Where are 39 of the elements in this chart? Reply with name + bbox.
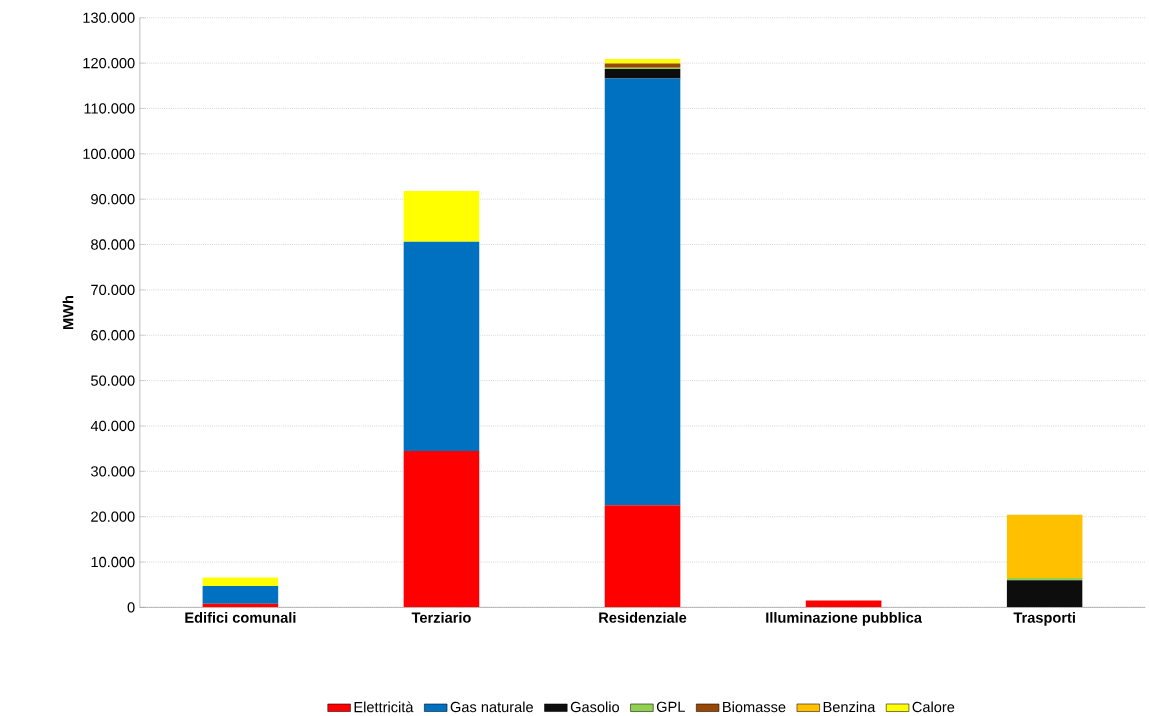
bar [202, 577, 279, 587]
bar [604, 505, 681, 608]
y-tick-label: 80.000 [91, 239, 135, 250]
y-tick-label: 120.000 [83, 58, 135, 69]
x-tick-label: Edifici comunali [185, 612, 296, 623]
bar [202, 586, 279, 604]
bar [1006, 514, 1083, 578]
bar [604, 78, 681, 506]
y-tick-label: 0 [127, 602, 135, 613]
bar [403, 191, 480, 242]
bar [604, 69, 681, 79]
y-tick-label: 20.000 [91, 511, 135, 522]
legend-label: Gas naturale [450, 701, 533, 713]
x-tick-label: Trasporti [1013, 612, 1075, 626]
y-tick-label: 90.000 [91, 194, 135, 205]
bar [604, 63, 681, 68]
y-tick-label: 130.000 [83, 12, 135, 24]
bar [1006, 580, 1083, 608]
y-tick-label: 110.000 [84, 103, 135, 114]
y-tick-label: 30.000 [91, 466, 135, 477]
y-tick-label: 100.000 [83, 148, 135, 160]
x-tick-label: Residenziale [599, 612, 687, 623]
legend-label: Calore [912, 701, 955, 713]
y-tick-label: 50.000 [91, 375, 135, 386]
y-tick-label: 60.000 [91, 330, 135, 341]
legend-label: Gasolio [570, 701, 620, 713]
legend-label: GPL [656, 701, 685, 713]
bar [403, 450, 480, 608]
y-axis-title: MWh [62, 296, 74, 330]
x-tick-label: Illuminazione pubblica [766, 612, 923, 626]
legend-label: Biomasse [723, 701, 786, 713]
y-tick-label: 10.000 [91, 556, 135, 568]
x-tick-label: Terziario [411, 612, 471, 623]
bar [403, 241, 480, 451]
legend-label: Benzina [823, 701, 876, 713]
legend-label: Elettricità [354, 701, 414, 713]
bar [604, 59, 681, 64]
y-tick-label: 40.000 [90, 420, 135, 432]
y-tick-label: 70.000 [91, 284, 135, 296]
